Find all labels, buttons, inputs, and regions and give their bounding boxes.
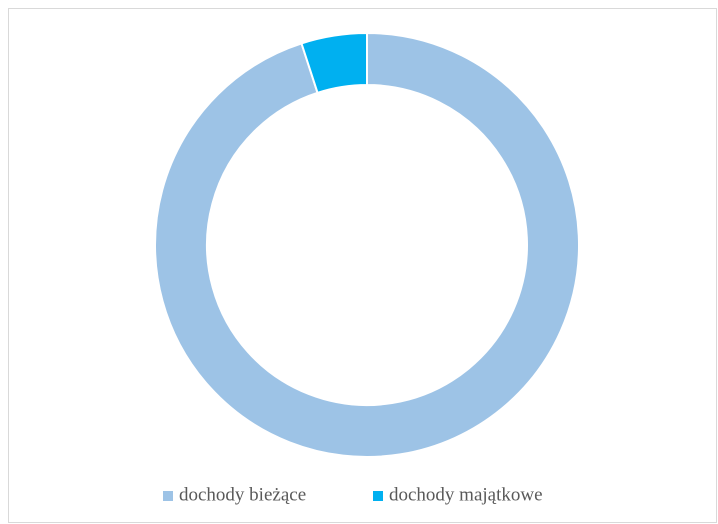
donut-slice: [154, 31, 580, 458]
donut-slice: [300, 31, 368, 95]
legend-label: dochody bieżące: [179, 484, 306, 505]
legend-marker: [163, 491, 173, 501]
legend-label: dochody majątkowe: [389, 484, 543, 505]
legend-marker: [373, 491, 383, 501]
